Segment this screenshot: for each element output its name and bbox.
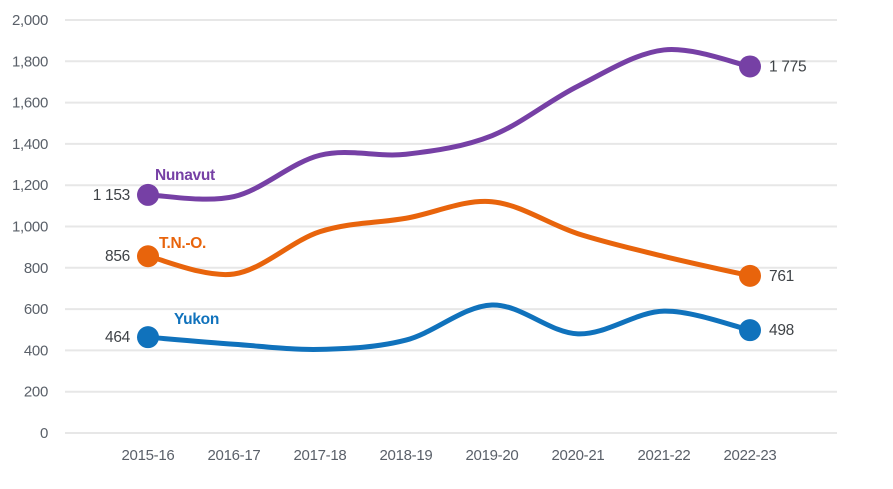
series-name-label-yukon: Yukon — [174, 311, 219, 328]
x-axis-category-label: 2020-21 — [552, 447, 605, 464]
x-axis-category-label: 2019-20 — [466, 447, 519, 464]
y-axis-tick-label: 2,000 — [12, 12, 48, 29]
y-axis-tick-label: 800 — [24, 260, 48, 277]
y-axis-tick-label: 400 — [24, 342, 48, 359]
y-axis-tick-label: 200 — [24, 384, 48, 401]
series-start-dot-t-n-o — [137, 245, 159, 268]
series-end-dot-nunavut — [739, 55, 761, 78]
x-axis-category-label: 2021-22 — [638, 447, 691, 464]
series-start-dot-nunavut — [137, 183, 159, 206]
y-axis-tick-label: 600 — [24, 301, 48, 318]
series-line-t-n-o — [145, 198, 753, 279]
series-name-label-nunavut: Nunavut — [155, 167, 215, 184]
end-value-label-t-n-o: 761 — [769, 268, 794, 285]
series-line-yukon — [145, 302, 753, 352]
series-end-dot-yukon — [739, 319, 761, 342]
y-axis-tick-label: 1,400 — [12, 136, 48, 153]
series-end-dot-t-n-o — [739, 264, 761, 287]
start-value-label-yukon: 464 — [105, 329, 131, 346]
x-axis-category-label: 2018-19 — [380, 447, 433, 464]
end-value-label-nunavut: 1 775 — [769, 58, 806, 75]
y-axis-tick-label: 1,600 — [12, 95, 48, 112]
series-line-nunavut — [145, 47, 753, 202]
start-value-label-nunavut: 1 153 — [93, 187, 130, 204]
series-name-label-t-n-o: T.N.-O. — [159, 235, 206, 252]
end-value-label-yukon: 498 — [769, 322, 794, 339]
x-axis-category-label: 2016-17 — [208, 447, 261, 464]
start-value-label-t-n-o: 856 — [105, 248, 130, 265]
x-axis-category-label: 2015-16 — [122, 447, 175, 464]
y-axis-tick-label: 1,800 — [12, 53, 48, 70]
y-axis-tick-label: 0 — [40, 425, 48, 442]
x-axis-category-label: 2022-23 — [724, 447, 777, 464]
x-axis-category-label: 2017-18 — [294, 447, 347, 464]
series-start-dot-yukon — [137, 326, 159, 349]
y-axis-tick-label: 1,200 — [12, 177, 48, 194]
y-axis-tick-label: 1,000 — [12, 219, 48, 236]
